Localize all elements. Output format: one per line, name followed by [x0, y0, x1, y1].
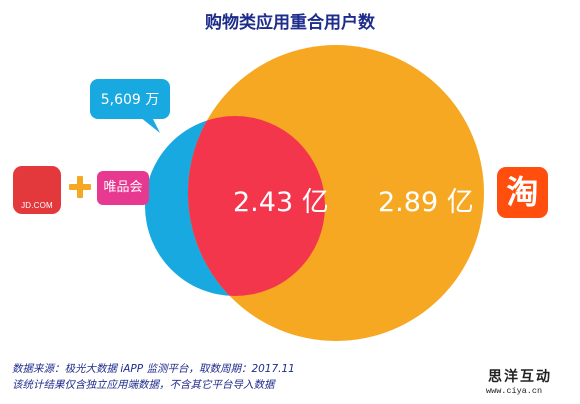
plus-icon — [69, 176, 91, 198]
left-only-value: 5,609 万 — [100, 92, 160, 108]
vip-logo: 唯品会 — [97, 171, 149, 205]
source-line-1: 数据来源：极光大数据 iAPP 监测平台，取数周期：2017.11 — [12, 363, 295, 375]
jd-logo: JD.COM — [13, 166, 61, 214]
taobao-logo: 淘 — [497, 167, 548, 218]
jd-logo-text: JD.COM — [21, 201, 53, 210]
right-only-value: 2.89 亿 — [378, 187, 474, 218]
watermark-text: 思洋互动 — [488, 369, 552, 385]
source-line-2: 该统计结果仅含独立应用端数据，不含其它平台导入数据 — [12, 379, 275, 391]
watermark-url: www.ciya.cn — [486, 386, 543, 396]
overlap-value: 2.43 亿 — [233, 187, 329, 218]
callout-bubble — [90, 79, 170, 133]
chart-title: 购物类应用重合用户数 — [205, 13, 375, 33]
